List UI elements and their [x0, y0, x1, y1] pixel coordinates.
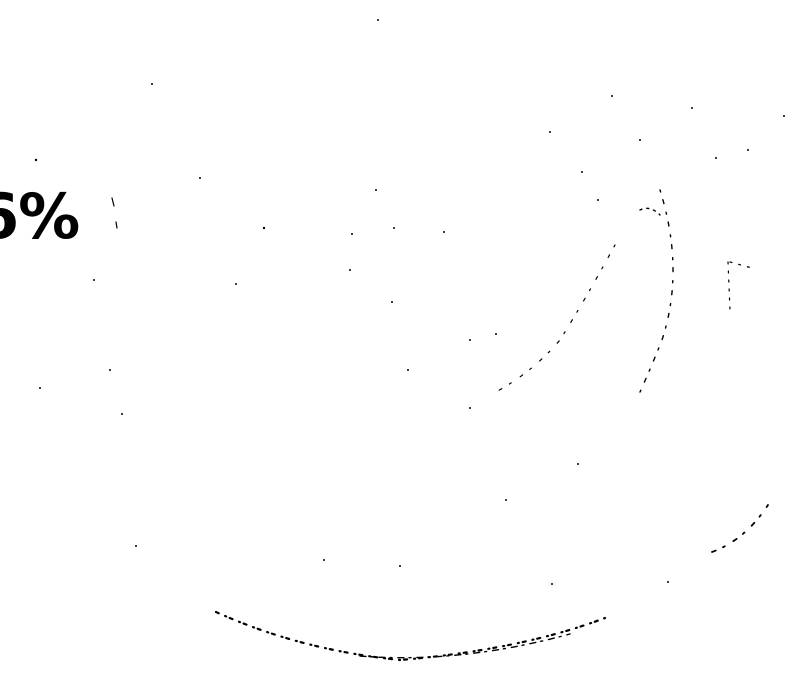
lower-dashed-arc [214, 610, 607, 662]
lower-dashed-arc-inner [359, 633, 571, 659]
left-faint-ticks [111, 197, 118, 229]
right-faint-bracket [727, 261, 753, 311]
middle-faint-arc [489, 244, 616, 396]
right-faint-arc [639, 189, 674, 393]
percent-label: 6% [0, 180, 80, 253]
scattered-dots [34, 19, 785, 585]
bottom-right-dashes [711, 504, 769, 553]
upper-faint-mark [639, 207, 661, 216]
